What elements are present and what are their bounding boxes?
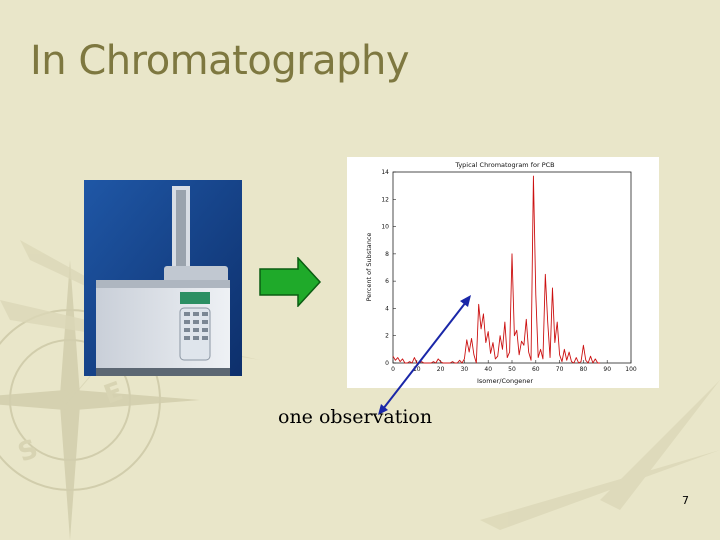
- y-tick-label: 4: [385, 305, 389, 312]
- y-tick-label: 2: [385, 333, 389, 340]
- chart-title: Typical Chromatogram for PCB: [454, 161, 554, 169]
- chart-xlabel: Isomer/Congener: [477, 377, 533, 385]
- x-tick-label: 100: [625, 366, 637, 373]
- x-tick-label: 60: [532, 366, 540, 373]
- x-tick-label: 0: [391, 366, 395, 373]
- y-tick-label: 10: [381, 224, 389, 231]
- page-number: 7: [682, 494, 689, 507]
- x-tick-label: 50: [508, 366, 516, 373]
- x-tick-label: 70: [556, 366, 564, 373]
- x-tick-label: 10: [413, 366, 421, 373]
- svg-text:S: S: [14, 434, 42, 469]
- y-tick-label: 12: [381, 196, 389, 203]
- y-tick-label: 14: [381, 169, 389, 176]
- axis-ticks: 0 10 20 30 40 50 60 70 80 90 100 0 2 4 6 8 10 12 14: [381, 169, 637, 373]
- y-tick-label: 0: [385, 360, 389, 367]
- y-tick-label: 8: [385, 251, 389, 258]
- right-arrow-icon: [259, 257, 322, 307]
- x-tick-label: 80: [580, 366, 588, 373]
- x-tick-label: 40: [484, 366, 492, 373]
- chart-svg: Typical Chromatogram for PCB Percent of …: [365, 161, 637, 385]
- y-tick-label: 6: [385, 278, 389, 285]
- chromatogram-chart: Typical Chromatogram for PCB Percent of …: [347, 157, 659, 388]
- caption-text: one observation: [278, 406, 433, 428]
- series-line: [392, 175, 601, 364]
- x-tick-label: 20: [437, 366, 445, 373]
- slide-title: In Chromatography: [30, 38, 410, 84]
- x-tick-label: 90: [603, 366, 611, 373]
- gas-chromatograph-icon: [84, 180, 242, 376]
- chart-ylabel: Percent of Substance: [365, 233, 373, 302]
- x-tick-label: 30: [461, 366, 469, 373]
